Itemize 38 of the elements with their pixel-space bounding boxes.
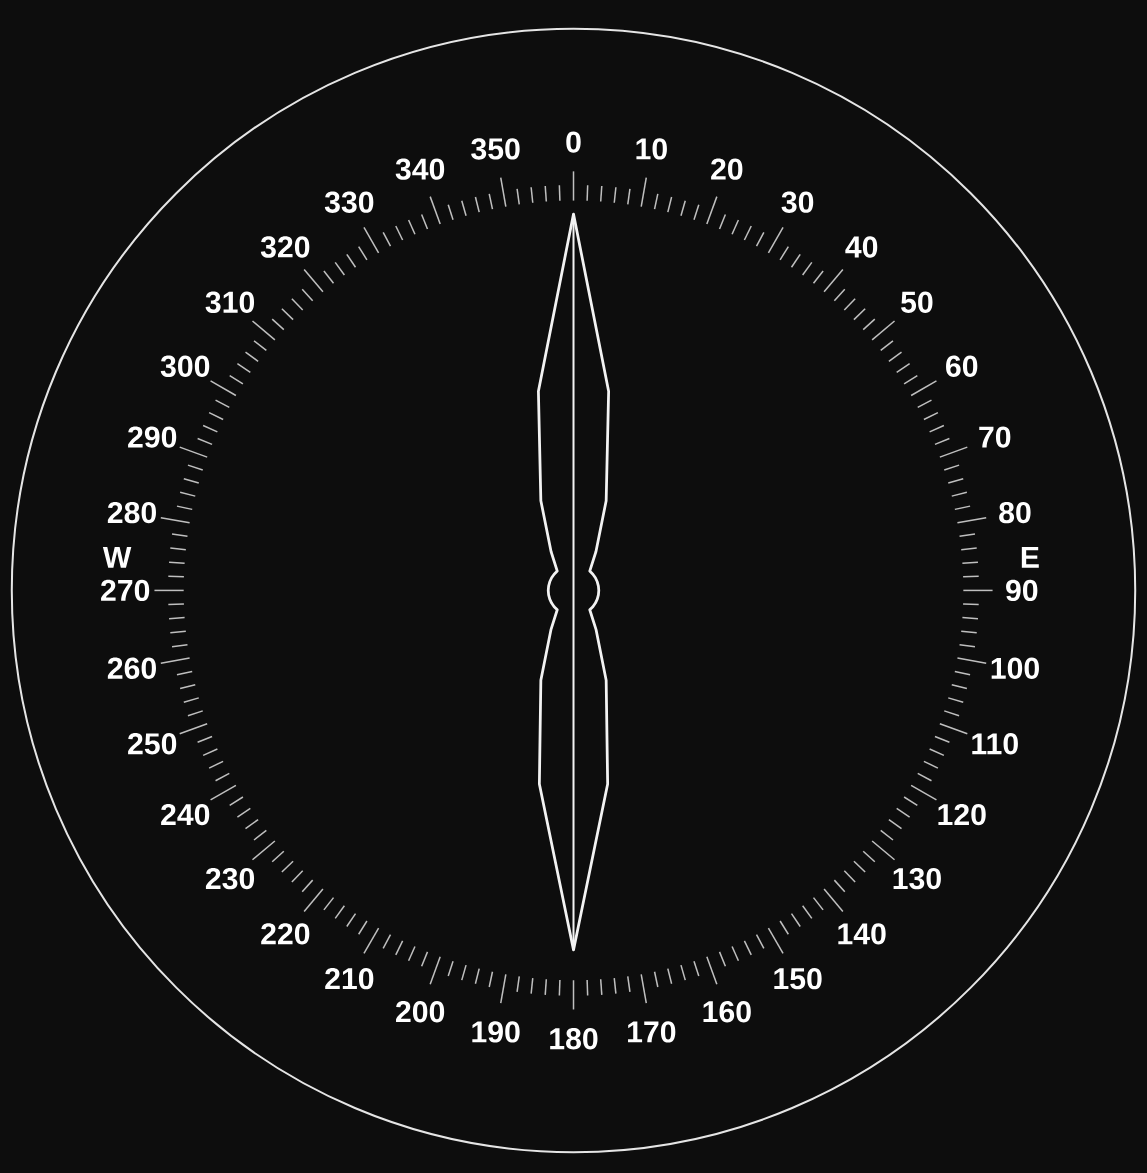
spoke-label: 130 <box>893 867 941 890</box>
spoke-label: 290 <box>128 426 177 448</box>
spoke-label: 10 <box>636 138 667 160</box>
spoke-label: 280 <box>107 501 156 524</box>
spoke-label: 320 <box>260 236 310 258</box>
spoke-label: 170 <box>628 1021 676 1043</box>
spoke-label: 180 <box>550 1028 598 1050</box>
spoke-label: 120 <box>938 803 986 826</box>
spoke-label: 300 <box>160 355 210 377</box>
spoke-label: 240 <box>161 803 210 826</box>
spoke-label: 200 <box>396 1001 445 1023</box>
spoke-label: 140 <box>838 923 886 945</box>
spoke-label: 160 <box>703 1001 751 1023</box>
spoke-label: 260 <box>107 657 156 679</box>
text: E <box>1021 546 1039 568</box>
spoke-label: 0 <box>566 131 581 153</box>
spoke-label: 220 <box>261 923 310 945</box>
spoke-label: 330 <box>324 191 374 213</box>
spoke-label: 270 <box>101 579 150 602</box>
spoke-label: 70 <box>979 426 1011 448</box>
spoke-label: 250 <box>128 733 177 755</box>
spoke-label: 340 <box>395 158 445 180</box>
spoke-label: 30 <box>781 191 814 213</box>
spoke-label: 100 <box>991 657 1039 679</box>
spoke-label: 190 <box>472 1021 520 1043</box>
spoke-label: 310 <box>205 291 255 313</box>
spoke-label: 230 <box>205 867 255 890</box>
spoke-label: 110 <box>972 733 1018 755</box>
spoke-label: 350 <box>471 138 520 160</box>
spoke-label: 40 <box>845 236 878 258</box>
spoke-label: 20 <box>711 158 743 180</box>
text: W <box>102 546 132 568</box>
spoke-label: 150 <box>774 967 822 990</box>
spoke-label: 210 <box>325 967 374 990</box>
spoke-label: 50 <box>901 291 933 313</box>
spoke-label: 60 <box>946 355 978 377</box>
spoke-label: 80 <box>999 501 1031 524</box>
spoke-label: 90 <box>1006 579 1038 602</box>
